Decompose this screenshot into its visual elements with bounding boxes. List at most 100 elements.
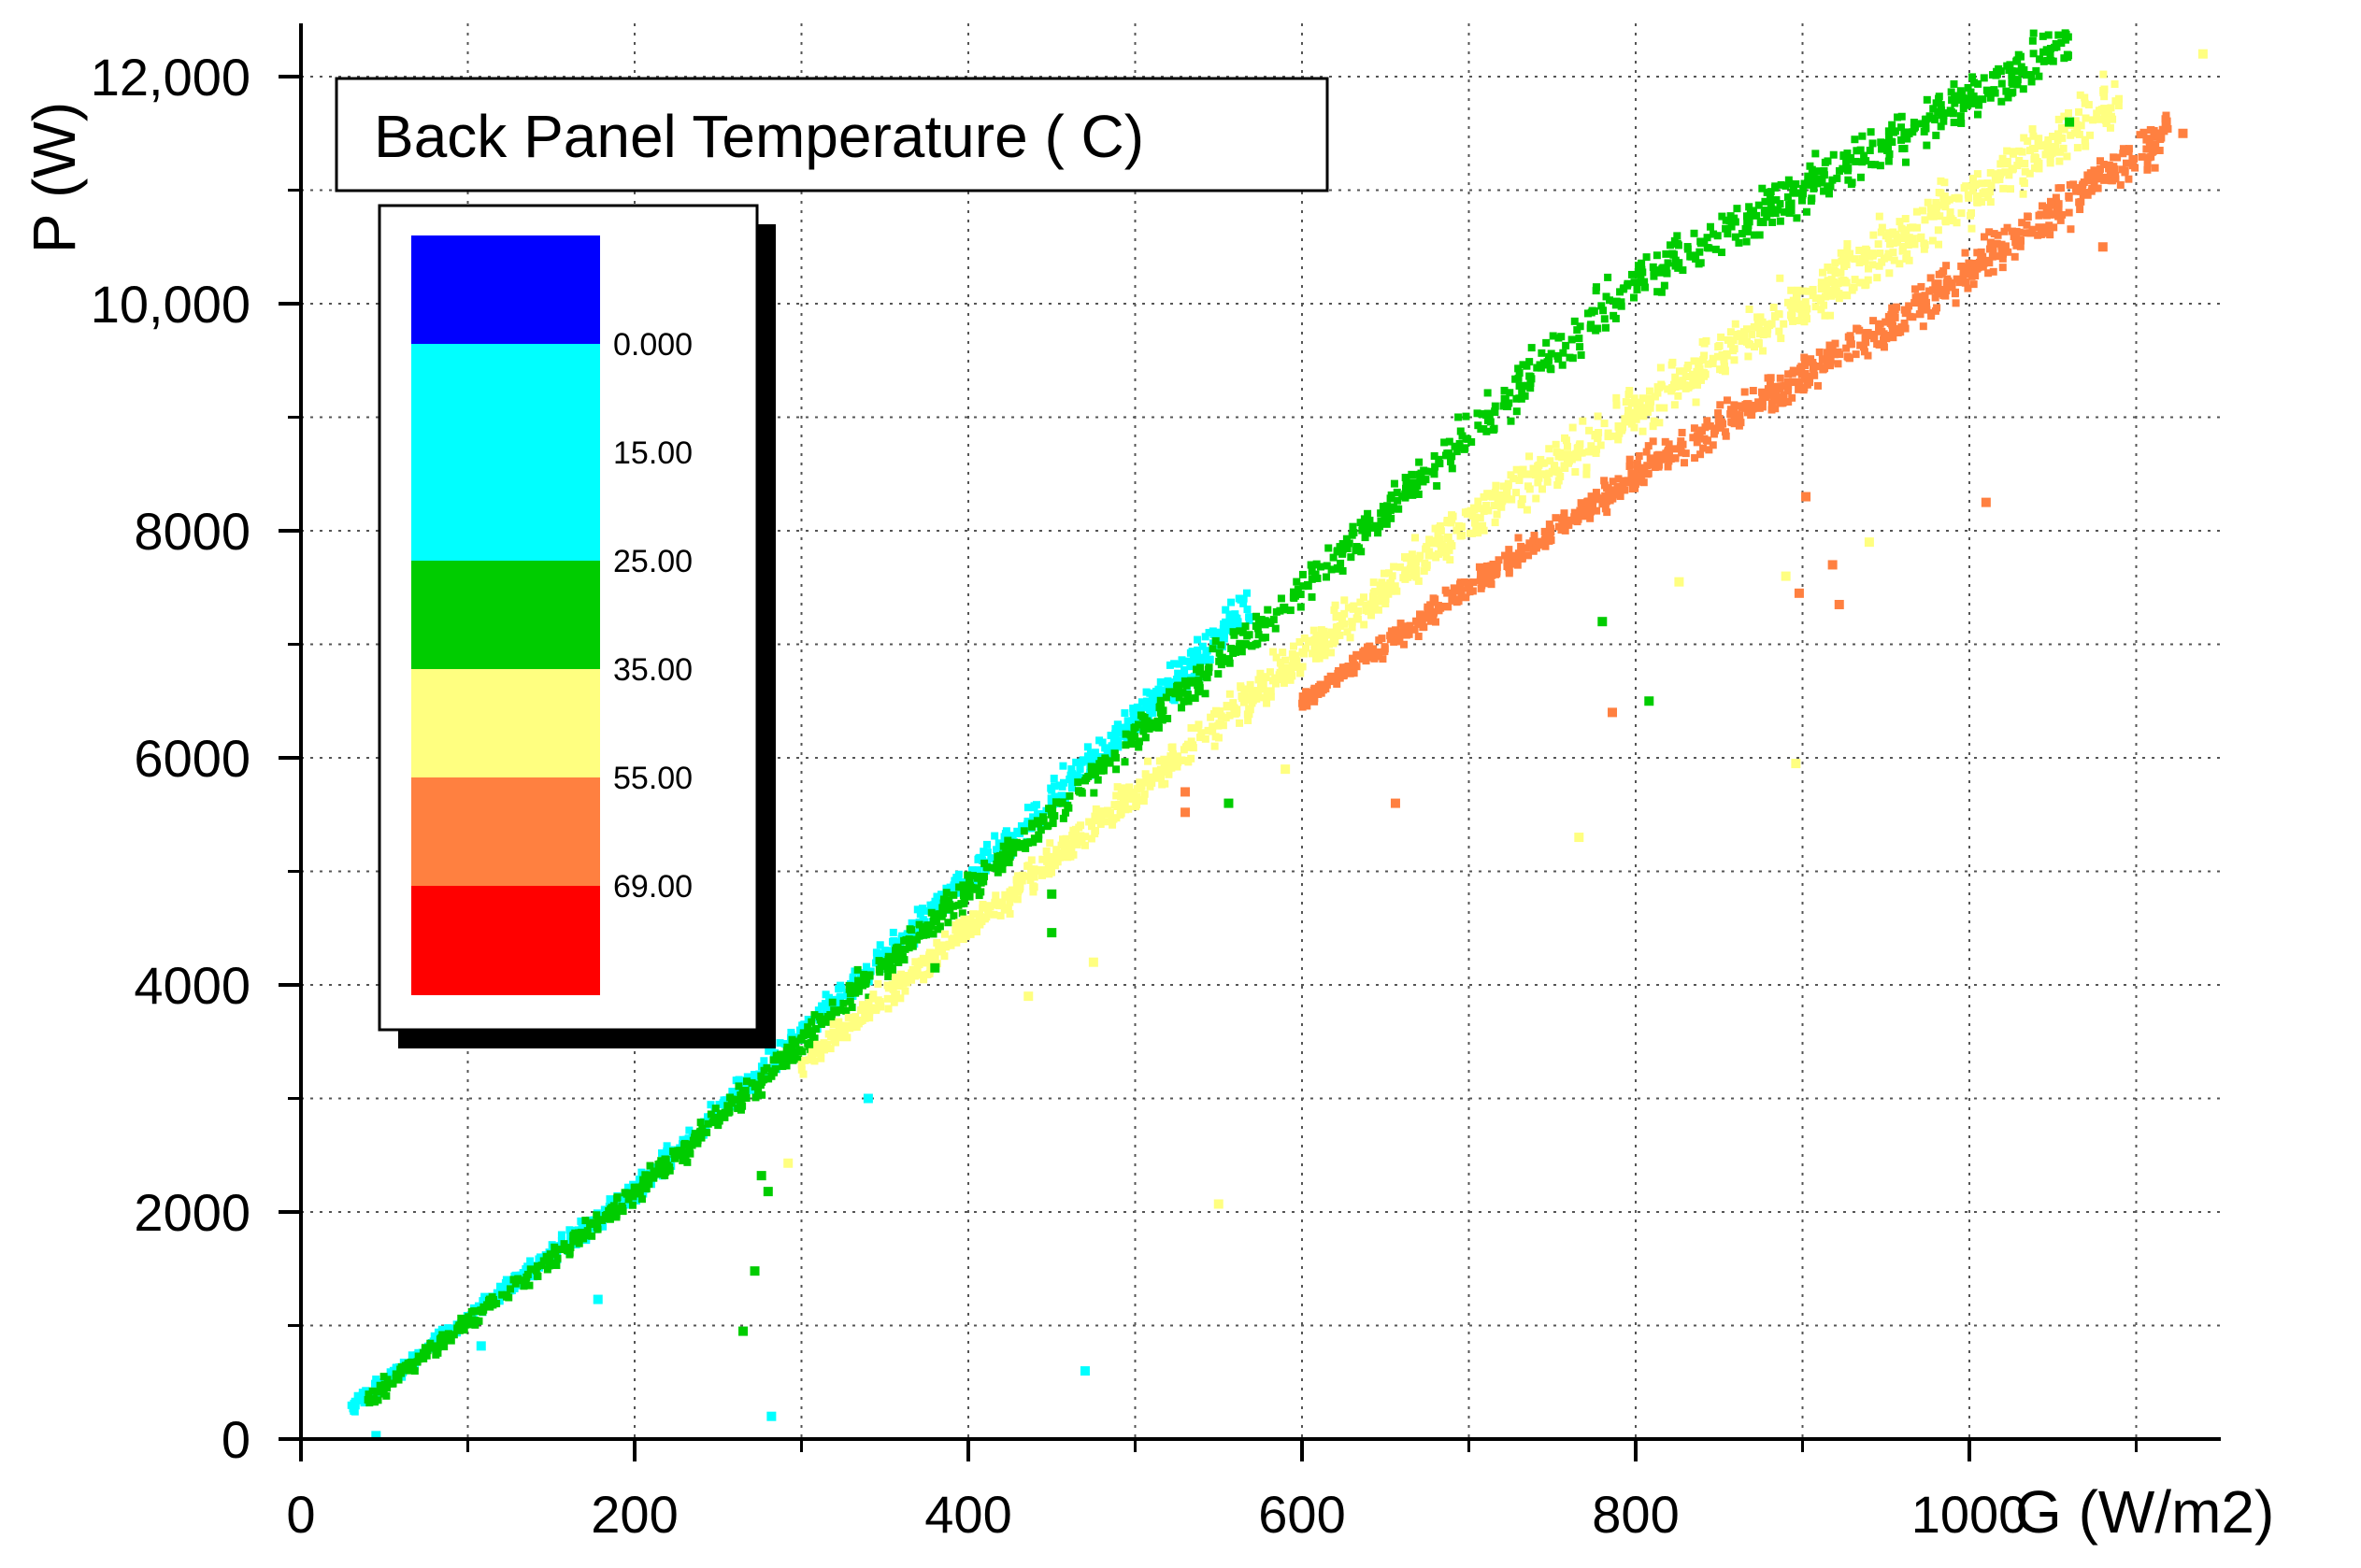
data-point — [1996, 170, 2005, 178]
data-point — [1600, 477, 1609, 485]
data-point — [911, 972, 920, 980]
data-point — [1281, 656, 1290, 664]
data-point — [1111, 730, 1120, 738]
data-point — [1678, 449, 1686, 457]
data-point — [980, 859, 989, 867]
data-point — [797, 1061, 806, 1069]
data-point — [1592, 489, 1600, 497]
data-point — [1783, 378, 1792, 386]
data-point — [1693, 433, 1701, 441]
data-point — [1458, 531, 1467, 539]
data-point — [2043, 56, 2052, 64]
data-point — [2156, 134, 2165, 142]
outlier-point — [2197, 49, 2208, 59]
data-point — [875, 965, 883, 974]
data-point — [833, 1002, 841, 1010]
data-point — [1760, 390, 1768, 398]
data-point — [1612, 401, 1621, 409]
data-point — [1050, 855, 1058, 863]
data-point — [1972, 95, 1981, 104]
title-box: Back Panel Temperature ( C) — [335, 77, 1329, 192]
data-point — [1775, 310, 1783, 319]
data-point — [1758, 396, 1767, 405]
data-point — [905, 935, 913, 944]
data-point — [1522, 544, 1530, 552]
data-point — [1653, 251, 1661, 260]
data-point — [1454, 413, 1463, 421]
data-point — [1551, 462, 1559, 470]
data-point — [1118, 803, 1126, 811]
data-point — [2046, 155, 2054, 164]
data-point — [1480, 526, 1488, 535]
data-point — [1818, 175, 1826, 183]
outlier-point — [1827, 560, 1838, 570]
data-point — [1191, 694, 1199, 703]
data-point — [1815, 363, 1824, 371]
data-point — [1884, 127, 1893, 135]
data-point — [1660, 281, 1668, 290]
data-point — [1519, 361, 1527, 369]
data-point — [1970, 259, 1979, 267]
data-point — [1445, 437, 1453, 446]
data-point — [1646, 454, 1654, 463]
data-point — [748, 1078, 756, 1087]
data-point — [1414, 490, 1423, 498]
data-point — [1106, 744, 1114, 752]
data-point — [1043, 853, 1052, 862]
data-point — [959, 881, 967, 890]
data-point — [1689, 434, 1697, 442]
data-point — [890, 998, 898, 1006]
data-point — [1759, 347, 1767, 355]
data-point — [1823, 286, 1831, 294]
x-tick-label: 800 — [1592, 1485, 1679, 1544]
data-point — [919, 924, 927, 933]
data-point — [2096, 157, 2105, 165]
data-point — [1399, 574, 1408, 582]
data-point — [664, 1162, 672, 1170]
data-point — [1885, 229, 1894, 237]
data-point — [1931, 280, 1939, 289]
x-tick-label: 400 — [924, 1485, 1011, 1544]
data-point — [1759, 219, 1767, 227]
data-point — [1051, 782, 1059, 791]
data-point — [1360, 515, 1368, 523]
data-point — [1671, 256, 1680, 264]
data-point — [829, 1020, 837, 1029]
data-point — [1345, 539, 1353, 548]
data-point — [1101, 818, 1109, 826]
data-point — [1633, 465, 1641, 474]
data-point — [1570, 517, 1579, 525]
data-point — [934, 905, 942, 913]
data-point — [899, 979, 908, 988]
data-point — [1392, 626, 1400, 634]
data-point — [1112, 791, 1121, 800]
data-point — [1553, 448, 1561, 456]
data-point — [1517, 547, 1525, 555]
data-point — [929, 930, 937, 938]
data-point — [1542, 338, 1551, 347]
data-point — [1390, 563, 1398, 571]
data-point — [1364, 601, 1372, 609]
data-point — [1813, 179, 1822, 188]
series-3 — [1298, 111, 2172, 711]
data-point — [1950, 79, 1958, 88]
data-point — [1939, 192, 1948, 201]
data-point — [2023, 221, 2031, 229]
outlier-point — [930, 962, 940, 973]
data-point — [1475, 563, 1483, 571]
data-point — [1957, 119, 1966, 127]
data-point — [669, 1147, 678, 1156]
data-point — [1985, 245, 1994, 253]
data-point — [1711, 245, 1720, 253]
data-point — [1165, 680, 1173, 689]
data-point — [1076, 765, 1084, 774]
data-point — [1243, 632, 1252, 640]
data-point — [1091, 812, 1099, 820]
data-point — [1012, 876, 1021, 884]
data-point — [1663, 455, 1671, 463]
data-point — [909, 967, 917, 976]
data-point — [1109, 820, 1117, 829]
data-point — [2028, 228, 2037, 236]
outlier-point — [1180, 787, 1191, 797]
data-point — [1138, 698, 1146, 706]
